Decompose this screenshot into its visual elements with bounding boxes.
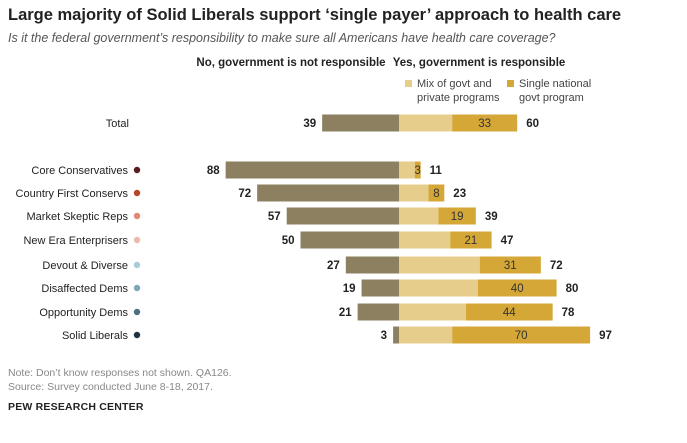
value-label-no: 19 (343, 283, 356, 295)
category-label: Country First Conservs (16, 188, 129, 200)
category-dot (133, 212, 141, 220)
category-dot (133, 308, 141, 316)
bar-no (322, 114, 399, 132)
bar-single (438, 207, 476, 225)
bar-mix (399, 303, 466, 321)
bar-mix (399, 207, 439, 225)
legend-swatch (507, 80, 514, 87)
bar-no (225, 161, 399, 179)
chart-title: Large majority of Solid Liberals support… (8, 6, 622, 24)
category-dot (133, 189, 141, 197)
value-label-no: 88 (207, 165, 220, 177)
category-label: Solid Liberals (62, 330, 129, 342)
value-label-no: 50 (282, 235, 295, 247)
value-label-single: 8 (433, 188, 439, 200)
left-header: No, government is not responsible (196, 57, 385, 69)
value-label-single: 44 (503, 307, 516, 319)
category-label: Total (106, 118, 129, 130)
bar-mix (399, 184, 429, 202)
value-label-single: 21 (465, 235, 478, 247)
footnote-source: Source: Survey conducted June 8-18, 2017… (8, 381, 213, 393)
bar-mix (399, 231, 451, 249)
category-dot (133, 166, 141, 174)
bar-mix (399, 279, 478, 297)
bar-mix (399, 161, 415, 179)
bar-single (414, 161, 421, 179)
value-label-single: 31 (504, 260, 517, 272)
bar-no (300, 231, 399, 249)
category-dot (133, 236, 141, 244)
value-label-single: 19 (451, 211, 464, 223)
value-label-yes-total: 80 (566, 283, 579, 295)
bar-no (286, 207, 399, 225)
legend-swatch (405, 80, 412, 87)
value-label-single: 40 (511, 283, 524, 295)
right-header: Yes, government is responsible (393, 57, 566, 69)
bar-no (345, 256, 399, 274)
value-label-yes-total: 97 (599, 330, 612, 342)
bar-no (361, 279, 399, 297)
value-label-no: 39 (303, 118, 316, 130)
bar-single (479, 256, 541, 274)
category-label: Devout & Diverse (42, 260, 128, 272)
value-label-no: 27 (327, 260, 340, 272)
value-label-yes-total: 47 (501, 235, 514, 247)
bar-single (428, 184, 445, 202)
org-name: PEW RESEARCH CENTER (8, 401, 144, 413)
category-dot (133, 331, 141, 339)
value-label-no: 21 (339, 307, 352, 319)
legend-label: govt program (519, 92, 584, 104)
legend-label: Mix of govt and (417, 78, 492, 90)
bar-single (452, 326, 591, 344)
bar-mix (399, 256, 480, 274)
bar-mix (399, 114, 453, 132)
category-label: Disaffected Dems (41, 283, 128, 295)
category-dot (133, 261, 141, 269)
value-label-single: 33 (478, 118, 491, 130)
category-dot (133, 284, 141, 292)
bar-no (257, 184, 399, 202)
footnote-note: Note: Don’t know responses not shown. QA… (8, 367, 232, 379)
bar-no (393, 326, 399, 344)
value-label-yes-total: 78 (562, 307, 575, 319)
bar-single (477, 279, 557, 297)
value-label-yes-total: 39 (485, 211, 498, 223)
value-label-no: 57 (268, 211, 281, 223)
value-label-no: 72 (238, 188, 251, 200)
legend-label: private programs (417, 92, 500, 104)
chart-subtitle: Is it the federal government’s responsib… (8, 31, 556, 45)
value-label-yes-total: 11 (430, 165, 443, 177)
value-label-no: 3 (381, 330, 387, 342)
bar-single (465, 303, 553, 321)
category-label: Opportunity Dems (39, 307, 128, 319)
category-label: Market Skeptic Reps (27, 211, 129, 223)
value-label-single: 3 (415, 165, 421, 177)
value-label-yes-total: 23 (453, 188, 466, 200)
value-label-single: 70 (515, 330, 528, 342)
legend-label: Single national (519, 78, 591, 90)
category-label: Core Conservatives (31, 165, 128, 177)
value-label-yes-total: 72 (550, 260, 563, 272)
bar-single (450, 231, 492, 249)
bar-mix (399, 326, 453, 344)
bar-single (452, 114, 518, 132)
category-label: New Era Enterprisers (23, 235, 128, 247)
bar-no (357, 303, 399, 321)
value-label-yes-total: 60 (526, 118, 539, 130)
